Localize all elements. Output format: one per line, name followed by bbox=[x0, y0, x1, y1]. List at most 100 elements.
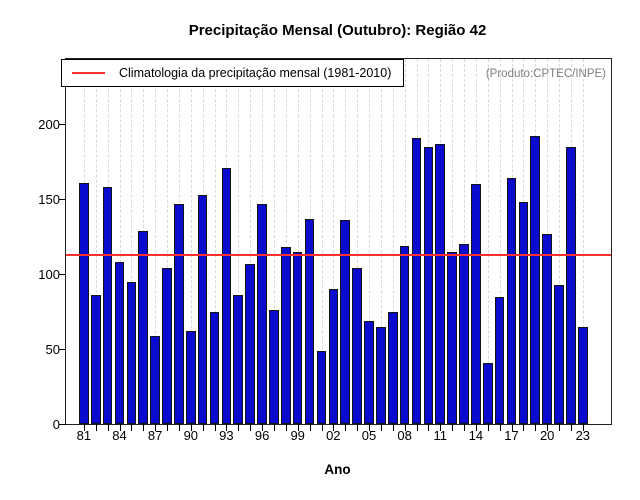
gridline-01 bbox=[321, 59, 323, 424]
bar-92 bbox=[209, 311, 220, 424]
gridline-02 bbox=[333, 59, 335, 424]
x-tick-99 bbox=[297, 424, 299, 431]
x-tick-09 bbox=[416, 424, 418, 431]
y-tick-200 bbox=[59, 124, 66, 125]
bar-85 bbox=[126, 281, 137, 424]
x-tick-label-20: 20 bbox=[539, 428, 555, 443]
bar-07 bbox=[387, 311, 398, 424]
gridline-05 bbox=[369, 59, 370, 424]
bar-93 bbox=[221, 167, 232, 424]
x-tick-07 bbox=[392, 424, 394, 431]
x-tick-22 bbox=[570, 424, 572, 431]
produto-watermark: (Produto:CPTEC/INPE) bbox=[485, 68, 606, 80]
x-tick-label-11: 11 bbox=[433, 428, 448, 443]
bar-03 bbox=[340, 220, 351, 424]
bar-09 bbox=[411, 137, 422, 424]
y-tick-100 bbox=[59, 274, 66, 275]
chart-title: Precipitação Mensal (Outubro): Região 42 bbox=[188, 22, 487, 39]
x-tick-81 bbox=[83, 424, 85, 431]
bar-14 bbox=[471, 184, 481, 424]
bar-02 bbox=[328, 289, 339, 424]
y-tick-label-0: 0 bbox=[52, 416, 60, 432]
gridline-88 bbox=[167, 59, 168, 424]
x-tick-85 bbox=[131, 424, 133, 431]
bar-83 bbox=[102, 187, 113, 424]
x-tick-92 bbox=[214, 424, 216, 431]
bar-06 bbox=[376, 326, 386, 424]
gridline-21 bbox=[559, 59, 561, 424]
x-tick-88 bbox=[167, 424, 168, 431]
bar-94 bbox=[233, 295, 244, 424]
bar-01 bbox=[316, 350, 327, 424]
x-tick-label-81: 81 bbox=[76, 428, 92, 443]
x-tick-91 bbox=[202, 424, 204, 431]
x-tick-12 bbox=[452, 424, 454, 431]
gridline-12 bbox=[452, 59, 454, 424]
bar-97 bbox=[269, 310, 279, 424]
x-tick-98 bbox=[285, 424, 287, 431]
x-tick-04 bbox=[357, 424, 359, 431]
gridline-16 bbox=[499, 59, 501, 424]
plot-area: Climatologia da precipitação mensal (198… bbox=[38, 58, 612, 443]
x-tick-89 bbox=[178, 424, 180, 431]
x-tick-00 bbox=[309, 424, 311, 431]
x-tick-95 bbox=[250, 424, 252, 431]
bar-21 bbox=[554, 284, 564, 424]
x-tick-97 bbox=[273, 424, 275, 431]
bar-87 bbox=[150, 335, 160, 424]
bar-13 bbox=[459, 244, 469, 424]
gridline-94 bbox=[238, 59, 240, 424]
x-tick-03 bbox=[345, 424, 347, 431]
bar-11 bbox=[435, 143, 446, 424]
bar-98 bbox=[281, 247, 291, 424]
legend-box: Climatologia da precipitação mensal (198… bbox=[61, 59, 405, 87]
x-tick-87 bbox=[155, 424, 157, 431]
x-tick-21 bbox=[559, 424, 561, 431]
x-tick-93 bbox=[226, 424, 228, 431]
gridline-84 bbox=[119, 59, 121, 424]
x-tick-label-87: 87 bbox=[147, 428, 163, 443]
bar-88 bbox=[162, 268, 172, 424]
x-tick-01 bbox=[321, 424, 323, 431]
x-tick-82 bbox=[95, 424, 97, 431]
gridline-85 bbox=[131, 59, 133, 424]
gridline-98 bbox=[285, 59, 287, 424]
bar-16 bbox=[494, 296, 505, 424]
bar-96 bbox=[257, 203, 267, 424]
bar-05 bbox=[364, 320, 374, 424]
x-tick-14 bbox=[475, 424, 477, 431]
bar-84 bbox=[114, 262, 125, 424]
gridline-82 bbox=[95, 59, 97, 424]
gridline-13 bbox=[464, 59, 465, 424]
x-tick-96 bbox=[262, 424, 264, 431]
x-tick-94 bbox=[238, 424, 240, 431]
x-tick-label-23: 23 bbox=[575, 428, 591, 443]
gridline-23 bbox=[582, 59, 584, 424]
x-tick-label-96: 96 bbox=[254, 428, 270, 443]
x-tick-15 bbox=[487, 424, 489, 431]
bar-17 bbox=[506, 178, 517, 424]
bar-95 bbox=[245, 263, 255, 424]
x-tick-17 bbox=[511, 424, 513, 431]
climatology-line bbox=[66, 253, 611, 256]
bar-10 bbox=[423, 146, 434, 424]
bar-12 bbox=[447, 251, 457, 424]
x-tick-label-17: 17 bbox=[504, 428, 519, 443]
y-tick-150 bbox=[59, 199, 66, 200]
legend-label: Climatologia da precipitação mensal (198… bbox=[119, 66, 392, 80]
x-tick-label-05: 05 bbox=[361, 428, 377, 443]
y-tick-label-50: 50 bbox=[45, 341, 60, 357]
bar-81 bbox=[79, 182, 89, 424]
x-tick-86 bbox=[143, 424, 145, 431]
x-tick-19 bbox=[535, 424, 537, 431]
bar-89 bbox=[174, 203, 184, 424]
y-tick-label-200: 200 bbox=[38, 116, 60, 132]
y-tick-0 bbox=[59, 424, 66, 425]
x-tick-06 bbox=[380, 424, 382, 431]
gridline-08 bbox=[404, 59, 406, 424]
x-axis-title: Ano bbox=[324, 462, 351, 477]
x-tick-label-99: 99 bbox=[290, 428, 305, 443]
x-tick-16 bbox=[499, 424, 501, 431]
y-tick-label-150: 150 bbox=[38, 191, 60, 207]
